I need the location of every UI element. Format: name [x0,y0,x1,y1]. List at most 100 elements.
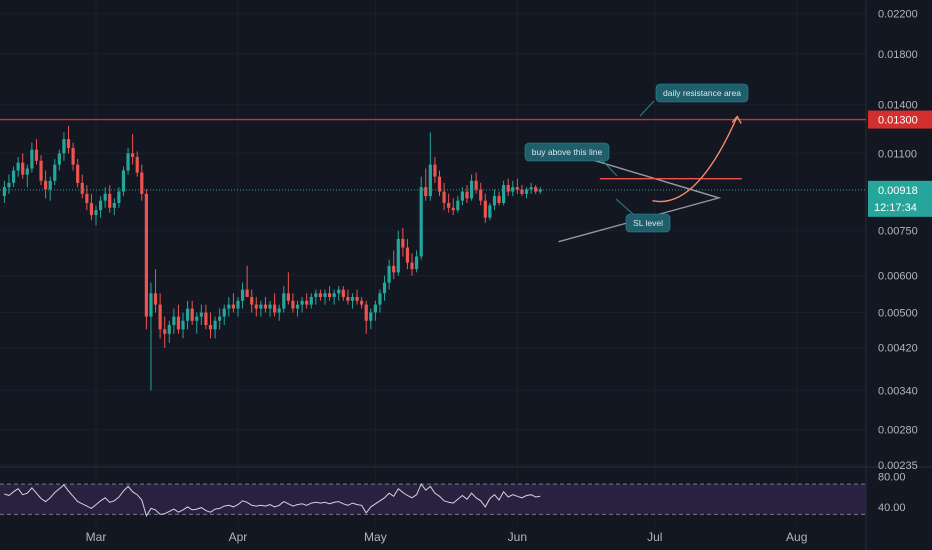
rsi-pane [4,483,541,518]
last-price-label: 0.00918 [878,185,918,197]
candle-body [350,296,355,301]
time-tick-label: Jul [647,530,662,544]
candle-body [378,293,382,305]
candle-body [98,200,103,211]
candle-body [163,329,167,334]
rsi-tick-label: 40.00 [878,502,906,514]
candle-body [66,139,71,148]
candle-body [190,308,194,321]
candle-body [534,187,538,192]
annotation-box [655,83,749,103]
price-axis[interactable]: 0.02200 0.01800 0.01400 0.01100 0.00750 0.006… [868,8,932,514]
annotation-1: buy above this line [524,142,618,177]
price-tick-label: 0.01100 [878,148,917,160]
candle-body [300,300,304,305]
candle-body [263,304,268,309]
resistance-price-tag [868,110,932,129]
candle-body [208,325,213,330]
candle-body [2,187,6,197]
candle-body [126,153,130,171]
candle-body [176,316,181,330]
price-tick-label: 0.00235 [878,460,918,472]
candle-body [282,293,286,309]
time-tick-label: Jun [508,530,527,544]
candle-body [447,203,451,208]
time-tick-label: Mar [86,530,107,544]
candle-body [76,164,80,183]
candle-body [373,304,377,313]
candle-body [204,312,208,326]
candle-body [11,170,16,183]
candle-body [30,149,34,169]
candle-body [337,289,341,294]
candle-body [405,247,410,263]
candle-body [474,180,478,190]
candle-body [149,293,153,317]
candle-body [524,189,529,194]
candle-body [108,193,112,208]
annotation-pointer [615,198,634,215]
candle-body [85,193,89,204]
candle-body [529,187,533,190]
candle-body [44,180,48,190]
candle-body [131,153,135,158]
price-tick-label: 0.00750 [878,226,918,238]
candle-body [222,308,226,317]
candle-body [456,200,460,211]
candle-body [34,149,39,161]
candle-body [346,296,350,301]
candle-body [158,304,162,330]
candle-body [492,196,497,206]
price-tick-label: 0.00280 [878,425,918,437]
price-tick-label: 0.01400 [878,100,918,112]
candle-body [396,238,400,273]
candle-body [360,300,364,305]
candle-body [369,312,373,321]
candle-body [121,170,126,192]
drawings: daily resistance area buy above this line… [0,83,866,243]
candle-body [89,203,94,216]
candle-body [254,304,258,309]
time-axis[interactable]: Mar Apr May Jun Jul Aug [86,530,808,544]
candle-body [511,187,515,192]
annotation-pointer [601,159,618,177]
candle-body [53,164,57,181]
candle-body [135,157,139,173]
candle-body [259,304,263,309]
candle-body [48,180,52,190]
candle-body [286,293,290,301]
candle-body [103,193,107,201]
candle-body [7,182,11,188]
candle-body [497,196,501,204]
projection-arrow [731,115,742,124]
candle-body [117,191,121,204]
candle-body [520,189,524,194]
candle-body [479,189,483,201]
candle-body [250,296,254,305]
candle-body [181,320,185,330]
annotation-box [524,142,610,162]
candle-body [21,162,25,175]
candle-body [62,139,66,154]
rsi-tick-label: 80.00 [878,472,906,484]
candle-body [153,293,158,305]
candle-body [309,296,313,305]
candle-body [442,191,446,204]
candle-body [245,289,249,297]
candle-body [327,293,332,297]
price-tick-label: 0.02200 [878,8,918,20]
rsi-line [4,483,541,518]
candles [2,125,542,391]
candle-body [273,304,277,313]
candle-body [314,293,318,297]
candle-body [401,238,405,248]
candle-body [112,203,116,208]
candle-body [305,300,309,305]
candle-body [538,189,542,192]
projection-curve [652,116,738,203]
price-tick-label: 0.01800 [878,49,918,61]
candle-body [437,176,442,192]
candle-body [318,293,323,297]
candle-body [80,182,84,194]
